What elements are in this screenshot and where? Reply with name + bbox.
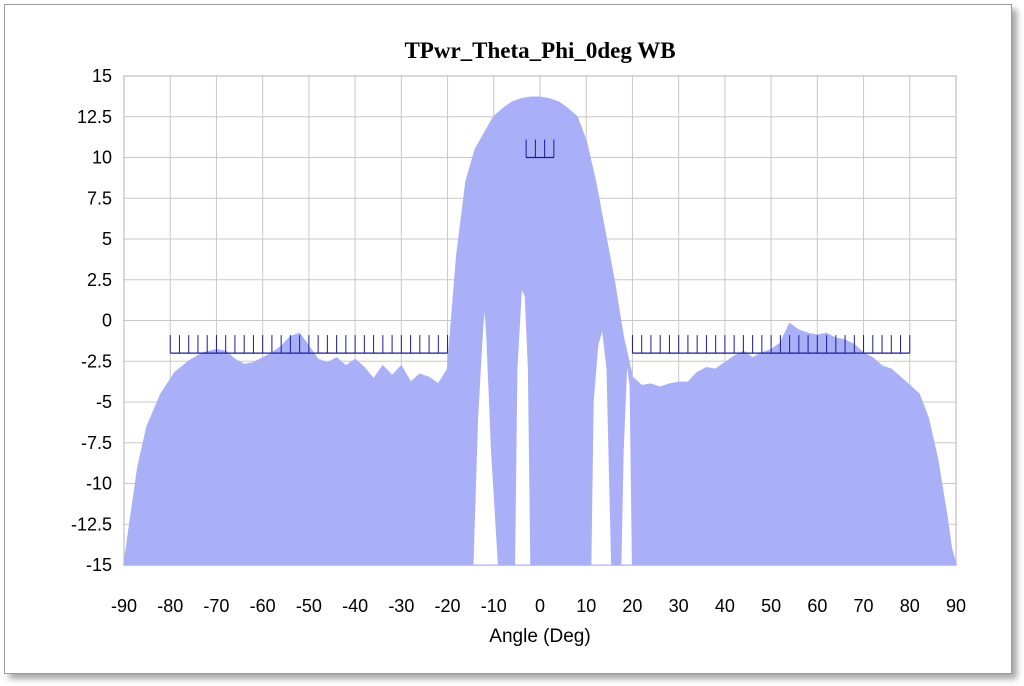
x-tick-labels: -90 -80 -70 -60 -50 -40 -30 -20 -10 0 10 20 30 40 50 60… xyxy=(111,596,966,616)
x-tick-label: 0 xyxy=(535,596,545,616)
pattern-null xyxy=(620,361,633,566)
x-tick-label: 50 xyxy=(761,596,781,616)
pattern-null xyxy=(466,304,499,566)
pattern-null xyxy=(590,328,613,566)
x-tick-label: 70 xyxy=(854,596,874,616)
x-tick-label: -60 xyxy=(250,596,276,616)
y-tick-label: 2.5 xyxy=(87,270,112,290)
x-tick-label: -50 xyxy=(296,596,322,616)
x-tick-label: 90 xyxy=(946,596,966,616)
y-tick-label: 0 xyxy=(102,311,112,331)
y-tick-label: 15 xyxy=(92,66,112,86)
y-tick-label: -12.5 xyxy=(71,514,112,534)
x-tick-label: -10 xyxy=(481,596,507,616)
x-tick-label: -80 xyxy=(157,596,183,616)
pattern-null xyxy=(514,287,532,566)
x-axis-label: Angle (Deg) xyxy=(489,626,590,647)
x-tick-label: 80 xyxy=(900,596,920,616)
mask-limits xyxy=(169,139,911,354)
x-tick-label: 10 xyxy=(576,596,596,616)
y-tick-label: -15 xyxy=(86,555,112,575)
x-tick-label: 30 xyxy=(669,596,689,616)
y-tick-label: -7.5 xyxy=(81,433,112,453)
y-tick-label: 7.5 xyxy=(87,188,112,208)
y-tick-label: 10 xyxy=(92,148,112,168)
x-tick-label: 20 xyxy=(622,596,642,616)
x-tick-label: 40 xyxy=(715,596,735,616)
x-tick-label: -40 xyxy=(342,596,368,616)
chart-title: TPwr_Theta_Phi_0deg WB xyxy=(404,38,675,63)
y-tick-label: -2.5 xyxy=(81,351,112,371)
y-tick-label: -10 xyxy=(86,474,112,494)
x-tick-label: -70 xyxy=(203,596,229,616)
y-tick-label: 12.5 xyxy=(77,107,112,127)
pattern-traces xyxy=(123,96,957,566)
x-tick-label: -30 xyxy=(388,596,414,616)
x-tick-label: 60 xyxy=(807,596,827,616)
y-tick-label: -5 xyxy=(96,392,112,412)
y-tick-labels: 15 12.5 10 7.5 5 2.5 0 -2.5 -5 -7.5 -10 -12.5 -15 xyxy=(71,66,112,575)
x-tick-label: -90 xyxy=(111,596,137,616)
y-tick-label: 5 xyxy=(102,229,112,249)
x-tick-label: -20 xyxy=(435,596,461,616)
